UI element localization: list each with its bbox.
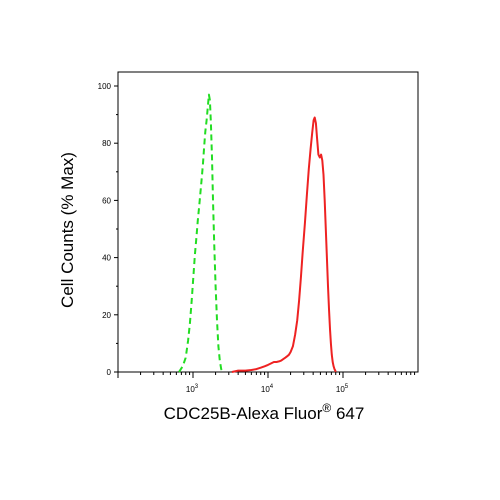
y-tick-label: 20 [102,311,111,320]
x-tick-label: 104 [261,384,274,394]
y-tick-label: 40 [102,254,111,263]
x-tick-label: 105 [336,384,349,394]
x-axis-title-suffix: 647 [331,404,364,423]
y-tick-label: 0 [107,368,112,377]
x-axis-ticks: 103 104 105 [117,372,416,394]
x-tick-base: 10 [186,385,195,394]
x-axis-title-superscript: ® [322,401,331,415]
y-tick-label: 60 [102,196,111,205]
series-line-red-solid [231,116,337,373]
series-layer [178,93,337,373]
y-axis-title: Cell Counts (% Max) [58,152,77,308]
series-line-green-dashed [178,93,224,373]
x-axis-title: CDC25B-Alexa Fluor® 647 [164,401,365,423]
x-tick-label: 103 [186,384,199,394]
y-tick-label: 100 [98,82,112,91]
y-axis-ticks: 0 20 40 60 80 100 [98,82,118,377]
x-tick-exponent: 4 [270,384,274,390]
y-tick-label: 80 [102,139,111,148]
x-tick-base: 10 [336,385,345,394]
x-axis-title-main: CDC25B-Alexa Fluor [164,404,323,423]
x-tick-exponent: 5 [345,384,349,390]
x-tick-exponent: 3 [195,384,199,390]
x-tick-base: 10 [261,385,270,394]
